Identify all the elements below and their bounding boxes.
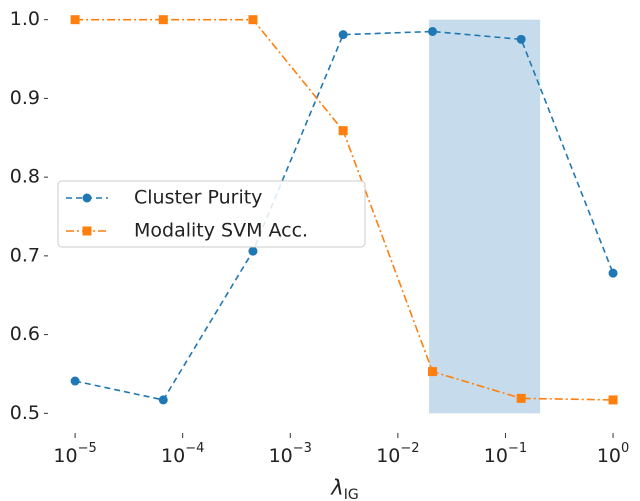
x-tick-label: 10−3 — [269, 441, 312, 467]
legend-box — [57, 180, 366, 248]
x-tick-label: 10−2 — [376, 441, 419, 467]
x-axis-label: λIG — [330, 476, 358, 501]
data-point — [248, 15, 258, 25]
data-point — [338, 30, 348, 40]
data-point — [158, 15, 168, 25]
x-tick-exponent: 0 — [621, 441, 629, 456]
x-tick-exponent: −3 — [293, 441, 312, 456]
x-tick-base: 10 — [269, 445, 293, 467]
x-tick-base: 10 — [53, 445, 77, 467]
data-point — [516, 393, 526, 403]
y-tick-label: 0.7 — [10, 244, 40, 266]
x-tick-exponent: −1 — [508, 441, 527, 456]
data-point — [428, 26, 438, 36]
data-point — [338, 126, 348, 136]
legend-marker — [82, 193, 92, 203]
x-tick-exponent: −5 — [78, 441, 97, 456]
legend-label: Modality SVM Acc. — [134, 220, 308, 242]
x-label-sub: IG — [344, 487, 359, 501]
y-tick-label: 1.0 — [10, 8, 40, 30]
x-tick-label: 10−5 — [53, 441, 96, 467]
data-point — [158, 395, 168, 405]
x-tick-base: 10 — [161, 445, 185, 467]
data-point — [608, 395, 618, 405]
x-tick-label: 10−4 — [161, 441, 204, 467]
data-point — [248, 246, 258, 256]
x-label-main: λ — [330, 476, 343, 500]
legend-label: Cluster Purity — [134, 187, 262, 209]
y-tick-label: 0.6 — [10, 323, 40, 345]
data-point — [428, 367, 438, 377]
x-tick-label: 100 — [597, 441, 629, 467]
y-tick-label: 0.8 — [10, 166, 40, 188]
x-tick-base: 10 — [597, 445, 621, 467]
x-tick-exponent: −2 — [400, 441, 419, 456]
data-point — [70, 376, 80, 386]
data-point — [608, 268, 618, 278]
highlight-span — [429, 19, 541, 414]
legend-marker — [82, 226, 92, 236]
x-tick-base: 10 — [484, 445, 508, 467]
y-tick-label: 0.9 — [10, 87, 40, 109]
y-tick-label: 0.5 — [10, 402, 40, 424]
data-point — [516, 34, 526, 44]
x-tick-label: 10−1 — [484, 441, 527, 467]
data-point — [70, 15, 80, 25]
x-tick-exponent: −4 — [185, 441, 204, 456]
x-tick-base: 10 — [376, 445, 400, 467]
